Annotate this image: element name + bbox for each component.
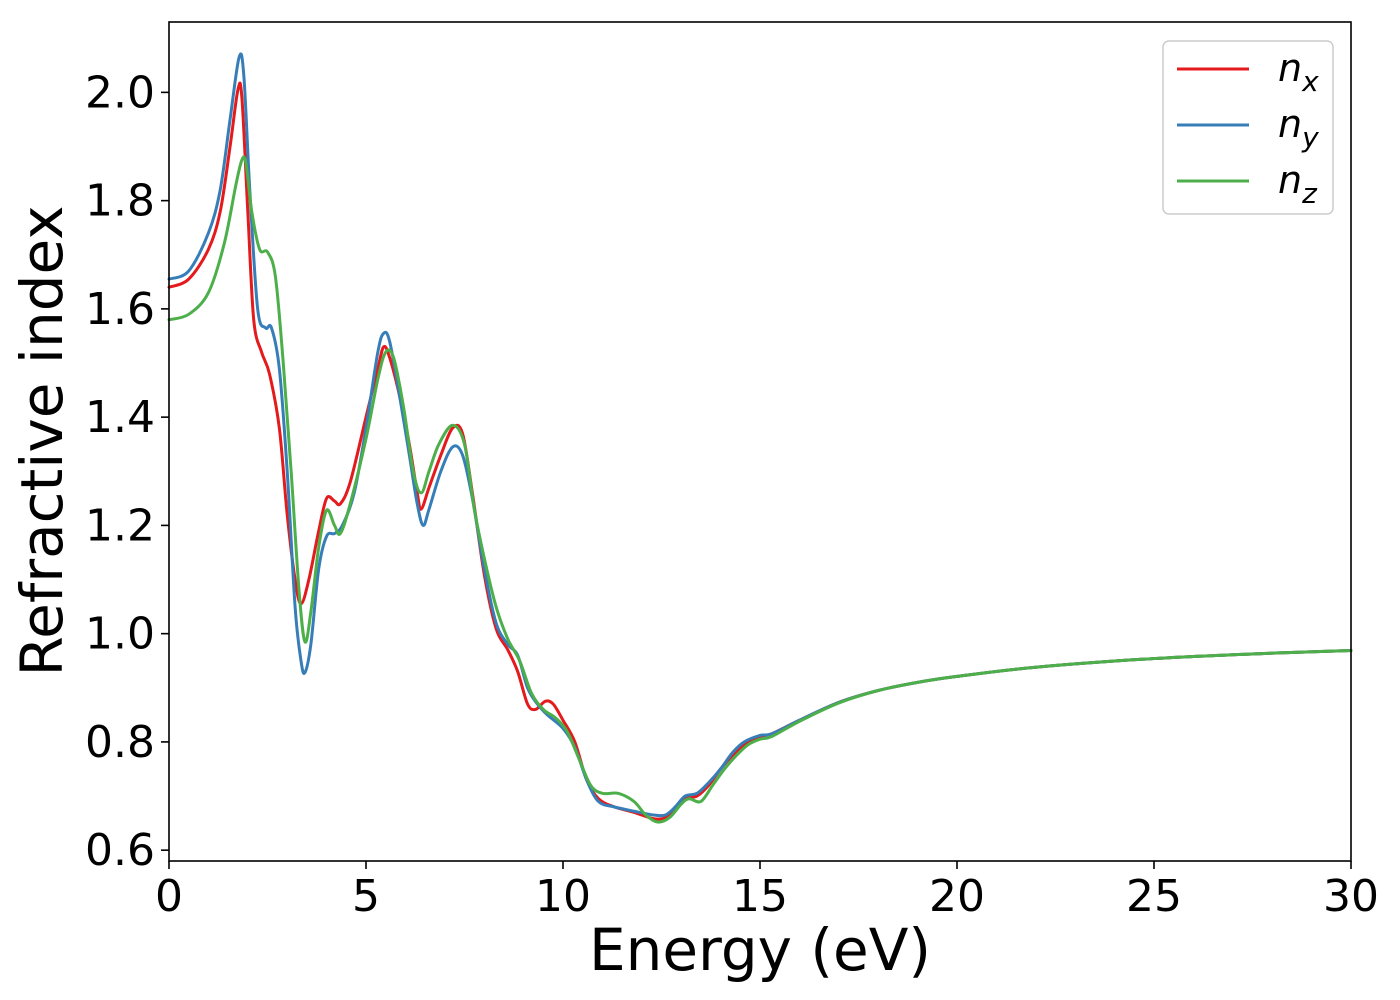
legend-subscript: x (1301, 65, 1319, 98)
x-tick-label: 20 (929, 871, 985, 922)
x-tick-label: 25 (1126, 871, 1182, 922)
y-tick-label: 0.8 (85, 717, 155, 768)
series-layer (167, 52, 1353, 824)
x-axis-label: Energy (eV) (589, 916, 931, 984)
y-axis-ticks: 0.6 0.8 1.0 1.2 1.4 1.6 1.8 2.0 (85, 67, 169, 876)
series-line-y (167, 52, 1353, 818)
legend-box (1162, 40, 1334, 215)
y-tick-label: 1.6 (85, 284, 155, 335)
y-tick-label: 1.4 (85, 392, 155, 443)
x-tick-label: 15 (732, 871, 788, 922)
y-tick-label: 2.0 (85, 67, 155, 118)
x-tick-label: 10 (535, 871, 591, 922)
legend-subscript: z (1301, 177, 1318, 210)
x-tick-label: 30 (1323, 871, 1379, 922)
y-tick-label: 1.8 (85, 176, 155, 227)
x-tick-label: 5 (352, 871, 380, 922)
y-tick-label: 0.6 (85, 825, 155, 876)
legend-subscript: y (1301, 121, 1319, 154)
series-line-z (167, 155, 1353, 824)
x-axis-ticks: 0 5 10 15 20 25 30 (155, 861, 1379, 922)
x-tick-label: 0 (155, 871, 183, 922)
y-tick-label: 1.2 (85, 500, 155, 551)
y-axis-label: Refractive index (8, 205, 76, 676)
y-tick-label: 1.0 (85, 609, 155, 660)
